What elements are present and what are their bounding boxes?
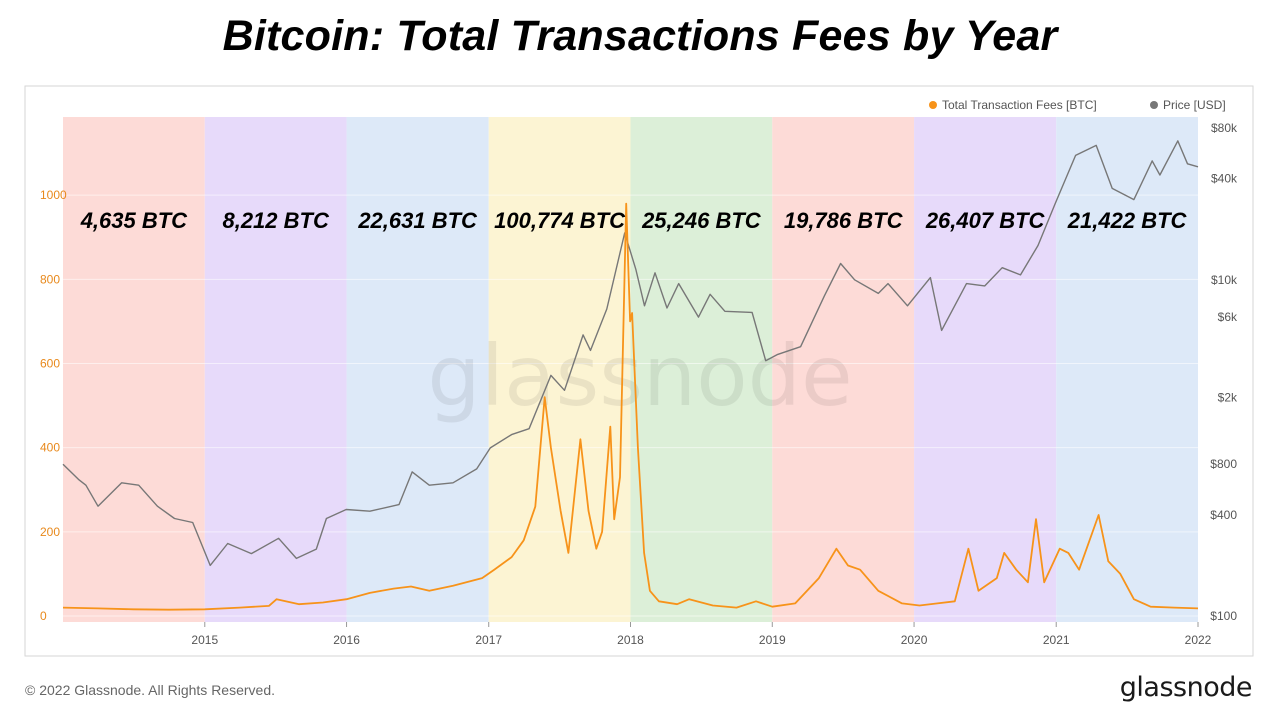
price-line	[62, 140, 1199, 567]
year-total-2016: 22,631 BTC	[357, 208, 478, 233]
page-title: Bitcoin: Total Transactions Fees by Year	[222, 12, 1058, 60]
y-left-tick: 400	[40, 441, 60, 455]
year-total-2021: 21,422 BTC	[1067, 208, 1188, 233]
axis-ticks: 0 200 400 600 800 1000 $100 $400 $800 $2k $6k $10k $…	[40, 121, 1238, 647]
legend-fees-marker	[929, 101, 937, 109]
year-total-2018: 25,246 BTC	[641, 208, 762, 233]
x-tick: 2022	[1185, 633, 1212, 647]
x-tick: 2019	[759, 633, 786, 647]
watermark: glassnode	[427, 327, 852, 425]
y-right-tick: $400	[1210, 508, 1237, 522]
y-left-tick: 1000	[40, 188, 67, 202]
x-tick: 2018	[617, 633, 644, 647]
year-band-2019	[772, 117, 915, 622]
y-left-tick: 0	[40, 609, 47, 623]
year-total-2015: 8,212 BTC	[222, 208, 329, 233]
year-totals: 4,635 BTC 8,212 BTC 22,631 BTC 100,774 BTC 2…	[80, 208, 1188, 233]
year-bands	[63, 117, 1198, 622]
series-lines	[62, 140, 1199, 611]
fees-line	[62, 202, 1199, 611]
year-total-2020: 26,407 BTC	[925, 208, 1046, 233]
year-band-2016	[346, 117, 489, 622]
x-tick: 2020	[901, 633, 928, 647]
y-right-tick: $100	[1210, 609, 1237, 623]
y-left-tick: 600	[40, 357, 60, 371]
legend-price-label: Price [USD]	[1163, 98, 1226, 112]
y-left-tick: 200	[40, 525, 60, 539]
legend-price-marker	[1150, 101, 1158, 109]
x-tick: 2021	[1043, 633, 1070, 647]
year-total-2014: 4,635 BTC	[80, 208, 188, 233]
x-tick: 2015	[191, 633, 218, 647]
year-band-2015	[204, 117, 347, 622]
year-band-2020	[914, 117, 1057, 622]
y-right-tick: $2k	[1218, 390, 1238, 404]
y-right-tick: $10k	[1211, 273, 1238, 287]
year-total-2019: 19,786 BTC	[784, 208, 904, 233]
year-band-2014	[63, 117, 205, 622]
y-right-tick: $6k	[1218, 310, 1238, 324]
year-band-2017	[488, 117, 631, 622]
y-right-tick: $40k	[1211, 172, 1238, 186]
y-left-tick: 800	[40, 272, 60, 286]
brand-logo: glassnode	[1119, 672, 1253, 703]
x-tick: 2017	[475, 633, 502, 647]
y-right-tick: $800	[1210, 457, 1237, 471]
x-tick: 2016	[333, 633, 360, 647]
legend: Total Transaction Fees [BTC] Price [USD]	[929, 98, 1226, 112]
year-band-2021	[1056, 117, 1198, 622]
year-band-2018	[630, 117, 773, 622]
gridlines	[63, 194, 1198, 617]
y-right-tick: $80k	[1211, 121, 1238, 135]
year-total-2017: 100,774 BTC	[494, 208, 626, 233]
copyright-notice: © 2022 Glassnode. All Rights Reserved.	[25, 682, 276, 698]
legend-fees-label: Total Transaction Fees [BTC]	[942, 98, 1097, 112]
